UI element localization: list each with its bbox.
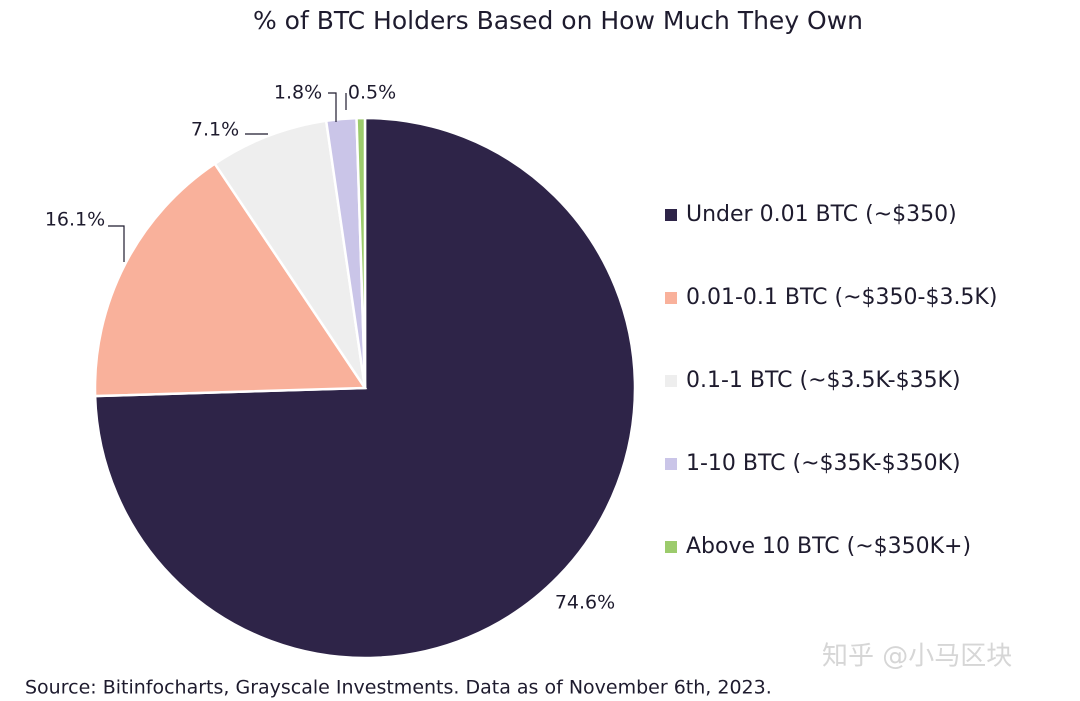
leader-line — [108, 225, 125, 262]
legend-label: 0.01-0.1 BTC (~$350-$3.5K) — [686, 285, 997, 310]
value-label: 16.1% — [45, 209, 105, 231]
value-label: 74.6% — [555, 592, 615, 614]
pie-slice — [213, 119, 367, 389]
legend-swatch — [665, 458, 677, 470]
pie-slice — [355, 116, 367, 389]
legend-swatch — [665, 292, 677, 304]
legend-swatch — [665, 375, 677, 387]
value-label: 1.8% — [274, 82, 322, 104]
pie-slice — [93, 161, 368, 398]
value-label: 0.5% — [348, 82, 396, 104]
legend-label: Under 0.01 BTC (~$350) — [686, 202, 957, 227]
legend-swatch — [665, 541, 677, 553]
chart-title: % of BTC Holders Based on How Much They … — [253, 6, 863, 35]
value-label: 7.1% — [191, 119, 239, 141]
source-note: Source: Bitinfocharts, Grayscale Investm… — [25, 677, 772, 699]
legend-label: 1-10 BTC (~$35K-$350K) — [686, 451, 961, 476]
watermark: 知乎 @小马区块 — [822, 642, 1012, 672]
legend-label: Above 10 BTC (~$350K+) — [686, 534, 971, 559]
legend-swatch — [665, 209, 677, 221]
legend-label: 0.1-1 BTC (~$3.5K-$35K) — [686, 368, 961, 393]
leader-line — [328, 92, 337, 122]
